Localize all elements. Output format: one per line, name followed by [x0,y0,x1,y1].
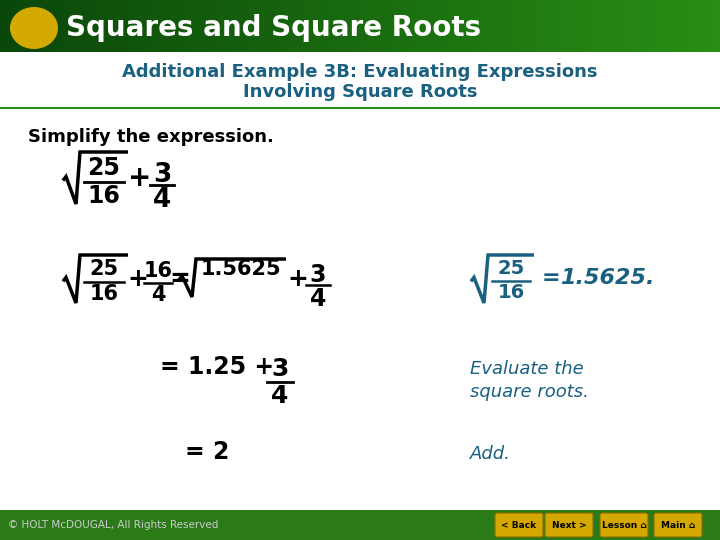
Text: 25: 25 [89,259,119,279]
FancyBboxPatch shape [654,513,702,537]
Text: 4: 4 [150,285,166,305]
Text: square roots.: square roots. [470,383,589,401]
Text: =: = [170,267,190,291]
Text: 3: 3 [271,357,289,381]
Text: 1.5625.: 1.5625. [560,268,654,288]
FancyBboxPatch shape [495,513,543,537]
Text: 4: 4 [310,287,326,311]
Text: = 2: = 2 [185,440,230,464]
Text: 3: 3 [153,162,171,188]
FancyBboxPatch shape [545,513,593,537]
Text: 16: 16 [143,261,173,281]
Text: 3: 3 [310,263,326,287]
Text: +: + [287,267,308,291]
Ellipse shape [10,7,58,49]
Text: 4: 4 [153,187,171,213]
Text: 1.5625: 1.5625 [201,259,282,279]
Text: © HOLT McDOUGAL, All Rights Reserved: © HOLT McDOUGAL, All Rights Reserved [8,520,218,530]
Text: 16: 16 [88,184,120,208]
Text: 4: 4 [271,384,289,408]
Text: 16: 16 [89,284,119,304]
Text: Lesson ⌂: Lesson ⌂ [602,521,647,530]
Text: Simplify the expression.: Simplify the expression. [28,128,274,146]
Text: +: + [127,267,148,291]
Bar [0,510,720,540]
Text: Main ⌂: Main ⌂ [661,521,696,530]
Text: +: + [128,164,152,192]
Text: 25: 25 [88,156,120,180]
Text: < Back: < Back [501,521,536,530]
Text: Additional Example 3B: Evaluating Expressions: Additional Example 3B: Evaluating Expres… [122,63,598,81]
Text: Add.: Add. [470,445,511,463]
FancyBboxPatch shape [600,513,648,537]
Text: Squares and Square Roots: Squares and Square Roots [66,14,481,42]
Text: Involving Square Roots: Involving Square Roots [243,83,477,101]
Text: 25: 25 [498,259,525,278]
Text: 16: 16 [498,283,525,302]
Text: =: = [542,268,561,288]
Text: Evaluate the: Evaluate the [470,360,584,378]
Text: = 1.25 +: = 1.25 + [160,355,274,379]
Text: Next >: Next > [552,521,586,530]
